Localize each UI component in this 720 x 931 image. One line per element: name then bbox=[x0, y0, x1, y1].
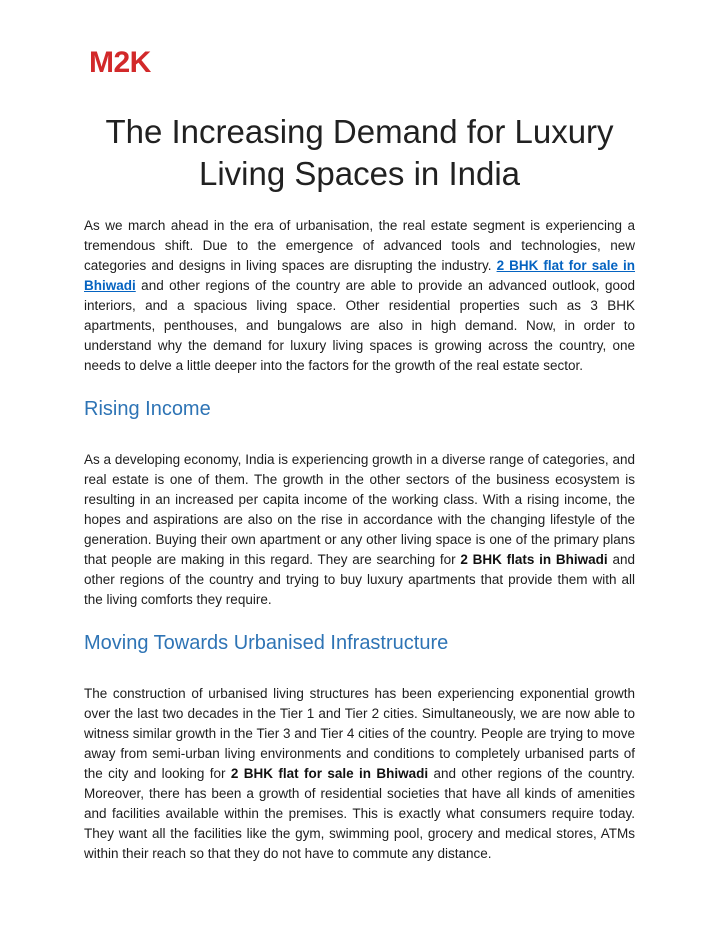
bhiwadi-flat-sale-bold-text: 2 BHK flat for sale in Bhiwadi bbox=[230, 766, 429, 781]
rising-income-paragraph: As a developing economy, India is experi… bbox=[84, 450, 635, 610]
m2k-logo: M2K bbox=[89, 46, 151, 79]
intro-paragraph: As we march ahead in the era of urbanisa… bbox=[84, 216, 635, 376]
intro-text-before-link: As we march ahead in the era of urbanisa… bbox=[84, 218, 635, 273]
urbanised-infrastructure-paragraph: The construction of urbanised living str… bbox=[84, 684, 635, 864]
page-title: The Increasing Demand for Luxury Living … bbox=[105, 113, 614, 192]
urbanised-text-before-bold: The construction of urbanised living str… bbox=[84, 686, 635, 781]
urbanised-text-after-bold: and other regions of the country. Moreov… bbox=[84, 766, 635, 861]
bhiwadi-flat-sale-link[interactable]: 2 BHK flat for sale in Bhiwadi bbox=[84, 258, 636, 293]
rising-income-text-before-bold: As a developing economy, India is experi… bbox=[84, 452, 635, 567]
rising-income-text-after-bold: and other regions of the country and try… bbox=[84, 552, 635, 607]
section-heading-rising-income: Rising Income bbox=[84, 398, 211, 420]
section-heading-urbanised-infrastructure: Moving Towards Urbanised Infrastructure bbox=[84, 632, 449, 654]
intro-text-after-link: and other regions of the country are abl… bbox=[84, 278, 635, 373]
bhiwadi-flats-bold-text: 2 BHK flats in Bhiwadi bbox=[460, 552, 608, 567]
